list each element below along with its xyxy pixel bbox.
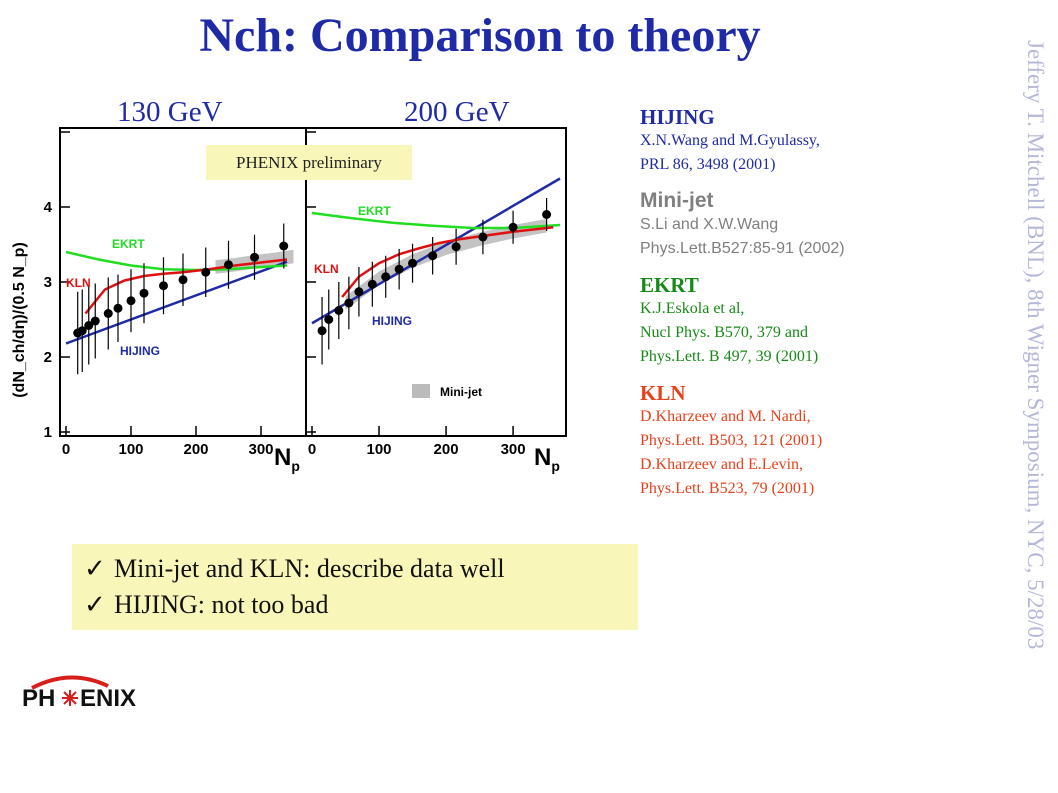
reference-line: PRL 86, 3498 (2001) — [640, 156, 776, 173]
data-point — [103, 309, 113, 318]
reference-line: Phys.Lett. B 497, 39 (2001) — [640, 348, 819, 365]
reference-line: Nucl Phys. B570, 379 and — [640, 324, 808, 341]
svg-text:ENIX: ENIX — [80, 685, 136, 712]
data-point — [90, 316, 100, 326]
data-point — [344, 298, 354, 308]
legend-swatch-minijet — [412, 384, 430, 398]
summary-box: ✓ Mini-jet and KLN: describe data well ✓ H… — [72, 544, 638, 630]
y-tick-label: 4 — [44, 199, 53, 216]
data-point — [478, 232, 488, 242]
data-point — [334, 306, 344, 315]
reference-line: X.N.Wang and M.Gyulassy, — [640, 132, 820, 149]
data-point — [139, 288, 149, 298]
reference-kln: KLN D.Kharzeev and M. Nardi, Phys.Lett. B5… — [640, 381, 900, 501]
x-axis-label-sub: p — [291, 458, 300, 474]
slide-title: Nch: Comparison to theory — [199, 9, 761, 62]
series-line-hijing — [65, 260, 288, 345]
series-label-ekrt: EKRT — [358, 204, 391, 218]
data-point — [508, 222, 518, 232]
series-line-kln — [84, 258, 288, 315]
reference-line: K.J.Eskola et al, — [640, 300, 745, 317]
reference-hijing: HIJING X.N.Wang and M.Gyulassy, PRL 86, 34… — [640, 105, 900, 177]
summary-item: ✓ Mini-jet and KLN: describe data well — [84, 554, 505, 583]
y-tick-label: 3 — [44, 274, 52, 291]
x-tick-label: 300 — [501, 441, 526, 458]
panel-1: 0 100 200 300 EKRT KLN HIJING Mini-jet Np — [306, 131, 561, 474]
data-point — [113, 303, 123, 313]
panel-0: 0 100 200 300 1 2 3 4 EKRT KLN HIJING Np — [44, 131, 300, 474]
summary-item: ✓ HIJING: not too bad — [84, 590, 329, 619]
data-point — [451, 242, 461, 252]
data-point — [317, 326, 327, 336]
series-line-ekrt — [65, 250, 288, 272]
data-point — [201, 267, 211, 277]
series-line-hijing — [311, 177, 561, 325]
data-point — [381, 272, 391, 282]
x-tick-label: 100 — [118, 441, 143, 458]
data-point — [354, 287, 364, 297]
data-point — [224, 260, 233, 270]
comparison-chart: 0 100 200 300 1 2 3 4 EKRT KLN HIJING Np 0 100 200 300 E… — [11, 127, 567, 474]
data-point — [178, 275, 188, 285]
reference-line: Phys.Lett. B523, 79 (2001) — [640, 480, 815, 497]
data-point — [394, 264, 404, 274]
series-label-hijing: HIJING — [120, 344, 160, 358]
reference-title: EKRT — [640, 273, 699, 297]
reference-line: Phys.Lett.B527:85-91 (2002) — [640, 240, 845, 257]
x-axis-label: Np — [534, 444, 560, 474]
checkmark-icon: ✓ — [84, 590, 106, 619]
energy-label-200: 200 GeV — [404, 96, 510, 128]
reference-line: D.Kharzeev and M. Nardi, — [640, 408, 811, 425]
reference-title: HIJING — [640, 105, 715, 129]
checkmark-icon: ✓ — [84, 554, 106, 583]
footer-vertical-text: Jeffery T. Mitchell (BNL), 8th Wigner Sy… — [1023, 40, 1048, 650]
data-point — [279, 241, 289, 251]
data-point — [126, 296, 136, 306]
data-point — [159, 281, 168, 291]
references-panel: HIJING X.N.Wang and M.Gyulassy, PRL 86, 34… — [640, 105, 900, 513]
y-axis-label: (dN_ch/dη)/(0.5 N_p) — [11, 242, 28, 398]
x-tick-label: 100 — [367, 441, 392, 458]
series-label-ekrt: EKRT — [112, 237, 145, 251]
x-tick-label: 0 — [62, 441, 70, 458]
reference-mini-jet: Mini-jet S.Li and X.W.Wang Phys.Lett.B527:… — [640, 189, 900, 261]
x-tick-label: 200 — [183, 441, 208, 458]
phenix-logo: PH ENIX — [22, 675, 136, 712]
data-point — [367, 279, 377, 289]
reference-title: Mini-jet — [640, 189, 714, 212]
data-point — [408, 258, 418, 268]
x-axis-label: Np — [274, 444, 300, 474]
series-label-kln: KLN — [314, 262, 339, 276]
data-point — [542, 210, 552, 219]
reference-line: D.Kharzeev and E.Levin, — [640, 456, 804, 473]
data-point — [324, 315, 334, 324]
series-label-mini-jet: Mini-jet — [440, 385, 482, 399]
preliminary-badge: PHENIX preliminary — [206, 145, 412, 180]
series-label-kln: KLN — [66, 276, 91, 290]
reference-ekrt: EKRT K.J.Eskola et al, Nucl Phys. B570, 37… — [640, 273, 900, 369]
reference-line: Phys.Lett. B503, 121 (2001) — [640, 432, 823, 449]
data-point — [77, 326, 87, 336]
energy-label-130: 130 GeV — [117, 96, 223, 128]
svg-text:PH: PH — [22, 685, 55, 712]
y-tick-label: 2 — [44, 349, 52, 366]
x-tick-label: 200 — [434, 441, 459, 458]
reference-line: S.Li and X.W.Wang — [640, 216, 779, 233]
x-axis-label-sub: p — [551, 458, 560, 474]
x-tick-label: 300 — [248, 441, 273, 458]
data-point — [428, 251, 438, 261]
reference-title: KLN — [640, 381, 686, 405]
y-tick-label: 1 — [44, 424, 52, 441]
data-point — [84, 321, 94, 330]
minijet-band — [345, 219, 547, 310]
series-label-hijing: HIJING — [372, 314, 412, 328]
data-point — [250, 252, 259, 262]
x-tick-label: 0 — [308, 441, 316, 458]
